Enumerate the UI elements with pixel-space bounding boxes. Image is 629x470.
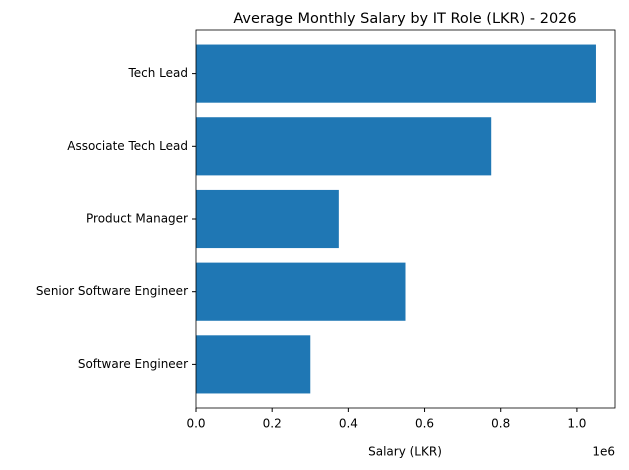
x-tick-label: 0.8: [491, 417, 510, 431]
bar: [196, 117, 492, 176]
plot-frame: [195, 29, 616, 409]
x-axis-label: Salary (LKR): [368, 445, 442, 459]
y-tick-label: Senior Software Engineer: [36, 284, 188, 298]
x-tick-label: 1.0: [567, 417, 586, 431]
bar: [196, 44, 596, 103]
bar: [196, 262, 406, 321]
bar: [196, 335, 311, 394]
bar: [196, 189, 339, 249]
y-tick-label: Tech Lead: [127, 66, 188, 80]
x-tick-label: 0.6: [415, 417, 434, 431]
x-offset-label: 1e6: [592, 445, 615, 459]
x-tick-label: 0.0: [186, 417, 205, 431]
y-tick-label: Product Manager: [86, 212, 188, 226]
x-tick-label: 0.4: [339, 417, 358, 431]
chart-title: Average Monthly Salary by IT Role (LKR) …: [233, 11, 576, 27]
y-tick-label: Associate Tech Lead: [67, 139, 188, 153]
x-tick-label: 0.2: [263, 417, 282, 431]
y-tick-label: Software Engineer: [78, 357, 188, 371]
